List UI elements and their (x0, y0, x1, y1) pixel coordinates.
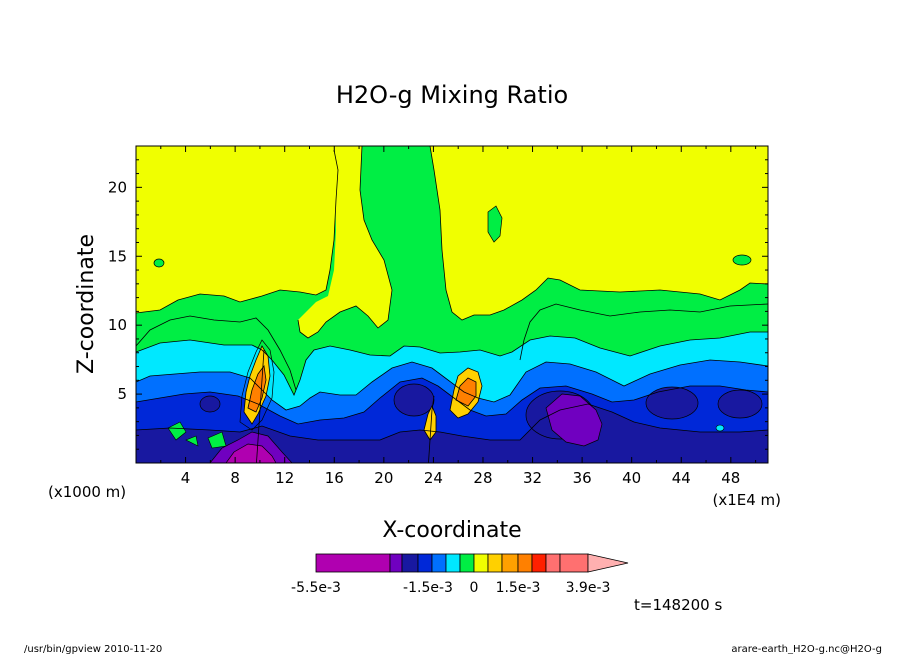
contour-island (153, 258, 165, 268)
plot-frame (135, 145, 769, 464)
colorbar-segment (517, 553, 533, 573)
contour-band-yellow (136, 146, 768, 320)
y-tick-label: 20 (108, 178, 127, 196)
y-axis: 5 10 15 20 (108, 159, 768, 450)
colorbar-label: 0 (470, 580, 479, 596)
x-tick-label: 36 (573, 469, 592, 487)
x-tick-label: 44 (672, 469, 691, 487)
contour-blob-navy (199, 395, 221, 413)
chart-title: H2O-g Mixing Ratio (336, 81, 568, 109)
plume-left-core (247, 364, 267, 413)
colorbar-segment (417, 553, 433, 573)
colorbar-labels: -5.5e-3 -1.5e-3 0 1.5e-3 3.9e-3 (291, 580, 610, 596)
contour-island (732, 254, 752, 266)
colorbar (315, 553, 629, 573)
contour-speck (185, 435, 199, 447)
contour-speck (167, 421, 187, 441)
x-tick-label: 28 (473, 469, 492, 487)
footer-left: /usr/bin/gpview 2010-11-20 (24, 644, 162, 654)
colorbar-segment (501, 553, 519, 573)
y-tick-label: 10 (108, 316, 127, 334)
x-tick-label: 24 (424, 469, 443, 487)
contour-band-yellow-tongue (298, 146, 392, 338)
colorbar-label: -1.5e-3 (403, 580, 453, 596)
y-tick-label: 15 (108, 247, 127, 265)
x-tick-label: 48 (721, 469, 740, 487)
x-tick-label: 8 (230, 469, 240, 487)
colorbar-segment (559, 553, 589, 573)
time-label: t=148200 s (634, 596, 722, 614)
colorbar-label: 1.5e-3 (496, 580, 541, 596)
plume-center-core (455, 377, 477, 407)
colorbar-segment (531, 553, 547, 573)
colorbar-overflow-arrow (587, 553, 629, 573)
contour-speck (715, 424, 725, 432)
colorbar-segment (459, 553, 475, 573)
colorbar-label: -5.5e-3 (291, 580, 341, 596)
footer-right: arare-earth_H2O-g.nc@H2O-g (731, 644, 882, 654)
contour-blob-magenta (225, 443, 277, 463)
x-tick-label: 4 (181, 469, 191, 487)
y-axis-label: Z-coordinate (74, 234, 99, 374)
x-tick-label: 32 (523, 469, 542, 487)
colorbar-segment (389, 553, 403, 573)
z-unit-label: (x1000 m) (48, 483, 126, 501)
contour-speck (207, 431, 227, 449)
contour-blob-navy (717, 389, 763, 419)
colorbar-segment (401, 553, 419, 573)
contour-lines (136, 146, 768, 463)
colorbar-segment (431, 553, 447, 573)
x-axis: 4 8 12 16 20 24 28 32 36 40 44 48 (160, 146, 757, 487)
x-tick-label: 20 (374, 469, 393, 487)
colorbar-segment (545, 553, 561, 573)
y-tick-label: 5 (117, 385, 127, 403)
x-tick-label: 16 (325, 469, 344, 487)
colorbar-segment (473, 553, 489, 573)
colorbar-label: 3.9e-3 (566, 580, 611, 596)
colorbar-segment (445, 553, 461, 573)
contour-blob-navy (645, 386, 699, 420)
x-tick-label: 40 (622, 469, 641, 487)
contour-blob-purple (545, 393, 603, 447)
contour-island (487, 205, 503, 243)
plot-area (135, 145, 769, 464)
x-tick-label: 12 (275, 469, 294, 487)
colorbar-segment (487, 553, 503, 573)
contour-field (136, 146, 768, 463)
x-axis-label: X-coordinate (382, 518, 521, 543)
contour-blob-navy (393, 383, 435, 417)
x-unit-label: (x1E4 m) (712, 491, 781, 509)
colorbar-segment (315, 553, 391, 573)
plume-green-ring (239, 339, 275, 431)
contour-band-navy (136, 404, 768, 463)
